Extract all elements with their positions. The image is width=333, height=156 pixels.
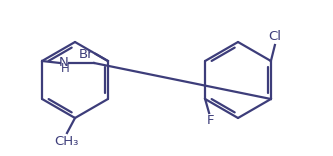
Text: Cl: Cl bbox=[268, 30, 281, 43]
Text: H: H bbox=[61, 63, 70, 76]
Text: F: F bbox=[206, 114, 214, 127]
Text: N: N bbox=[59, 56, 69, 68]
Text: CH₃: CH₃ bbox=[54, 135, 78, 148]
Text: Br: Br bbox=[79, 47, 94, 61]
